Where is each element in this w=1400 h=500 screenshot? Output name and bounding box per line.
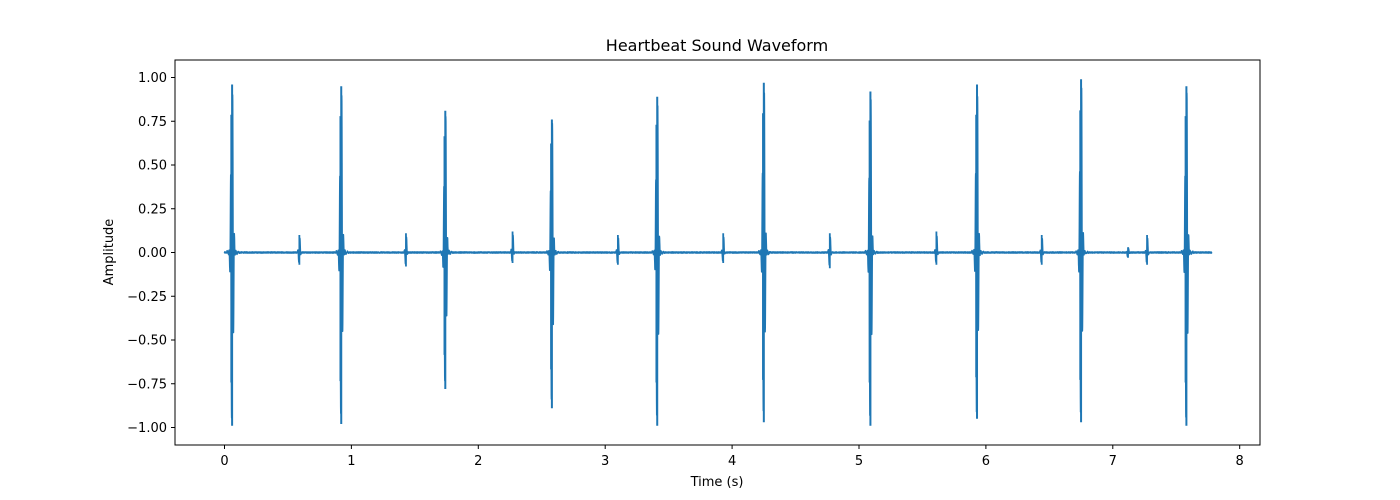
waveform-line (223, 87, 1213, 419)
x-tick-label: 5 (855, 454, 863, 469)
y-tick-label: −0.75 (127, 377, 167, 392)
chart-title: Heartbeat Sound Waveform (606, 36, 828, 55)
x-tick-label: 6 (982, 454, 990, 469)
y-axis: 1.00 0.75 0.50 0.25 0.00 −0.25 −0.50 −0.75 −1.00 (127, 71, 175, 436)
y-tick-label: 1.00 (138, 71, 167, 86)
x-axis: 0 1 2 3 4 5 6 7 8 (220, 445, 1244, 469)
y-axis-label: Amplitude (102, 219, 117, 286)
y-tick-label: 0.25 (138, 202, 167, 217)
x-tick-label: 1 (347, 454, 355, 469)
x-axis-label: Time (s) (690, 475, 744, 490)
x-tick-label: 8 (1236, 454, 1244, 469)
y-tick-label: 0.00 (138, 246, 167, 261)
x-tick-label: 4 (728, 454, 736, 469)
x-tick-label: 3 (601, 454, 609, 469)
waveform-series (223, 79, 1213, 426)
y-tick-label: −0.50 (127, 334, 167, 349)
y-tick-label: −1.00 (127, 421, 167, 436)
x-tick-label: 0 (220, 454, 228, 469)
x-tick-label: 2 (474, 454, 482, 469)
y-tick-label: 0.50 (138, 159, 167, 174)
y-tick-label: 0.75 (138, 115, 167, 130)
y-tick-label: −0.25 (127, 290, 167, 305)
x-tick-label: 7 (1109, 454, 1117, 469)
